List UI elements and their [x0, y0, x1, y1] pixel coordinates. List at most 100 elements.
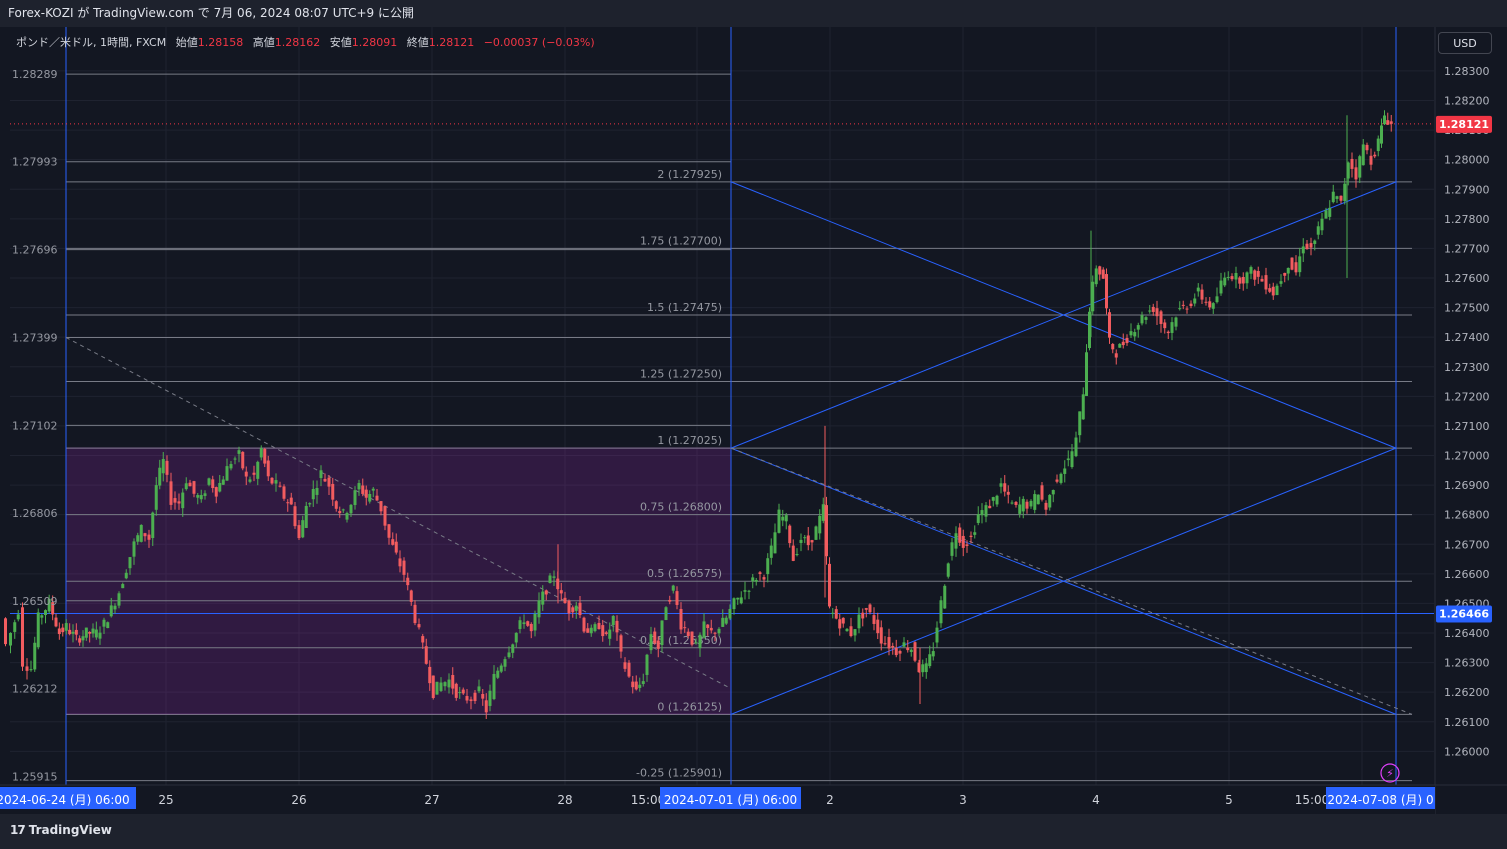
- tradingview-logo[interactable]: 17 TradingView: [10, 823, 112, 837]
- candle-body: [1264, 275, 1268, 290]
- candle-body: [499, 665, 503, 672]
- alert-lightning-icon: [1380, 763, 1400, 783]
- candle-body: [518, 620, 522, 629]
- candle-body: [391, 539, 395, 545]
- candle-body: [917, 662, 921, 673]
- candle-body: [1211, 303, 1215, 309]
- candle-body: [507, 652, 511, 658]
- candle-body: [958, 527, 962, 543]
- candle-body: [319, 470, 323, 479]
- candle-body: [604, 632, 608, 634]
- candle-body: [29, 669, 33, 671]
- candle-body: [1358, 156, 1362, 178]
- candle-body: [1354, 167, 1358, 180]
- candle-body: [1286, 267, 1290, 274]
- candle-body: [597, 622, 601, 630]
- candle-body: [751, 577, 755, 582]
- publish-title: Forex-KOZI が TradingView.com で 7月 06, 20…: [8, 6, 415, 20]
- candle-body: [1313, 240, 1317, 244]
- candle-body: [1078, 411, 1082, 436]
- candle-body: [894, 647, 898, 656]
- candle-body: [361, 485, 365, 494]
- candle-body: [409, 590, 413, 602]
- candle-body: [601, 625, 605, 637]
- candle-body: [747, 590, 751, 592]
- close-label: 終値: [406, 36, 429, 49]
- candle-body: [544, 590, 548, 595]
- candle-body: [1346, 162, 1350, 179]
- candle-body: [1111, 343, 1115, 350]
- candle-body: [762, 577, 766, 580]
- candle-body: [439, 682, 443, 691]
- candle-body: [973, 532, 977, 535]
- candle-body: [1253, 270, 1257, 280]
- candle-body: [1055, 479, 1059, 482]
- crosshair-price-tag: 1.26466: [1439, 607, 1489, 620]
- candle-body: [1040, 485, 1044, 500]
- candle-body: [278, 485, 282, 487]
- left-axis-tick: 1.27399: [12, 331, 58, 344]
- candle-body: [214, 487, 218, 497]
- candle-body: [465, 696, 469, 701]
- candle-body: [1114, 353, 1118, 358]
- candle-body: [1241, 276, 1245, 284]
- candle-body: [965, 544, 969, 546]
- candle-body: [1036, 494, 1040, 505]
- left-axis-tick: 1.28289: [12, 68, 58, 81]
- trend-upper-x-up: [730, 181, 1397, 449]
- candle-body: [999, 483, 1003, 487]
- currency-button[interactable]: USD: [1438, 32, 1492, 54]
- candle-body: [803, 537, 807, 539]
- candle-body: [649, 634, 653, 651]
- candle-body: [615, 620, 619, 633]
- candle-body: [608, 629, 612, 639]
- candle-body: [791, 545, 795, 561]
- candle-body: [645, 654, 649, 675]
- candle-body: [406, 577, 410, 586]
- candle-body: [1290, 257, 1294, 270]
- candle-body: [341, 509, 345, 511]
- candle-body: [828, 563, 831, 607]
- candle-body: [1208, 301, 1212, 308]
- candle-body: [207, 478, 211, 485]
- candle-body: [109, 605, 113, 617]
- candle-body: [421, 636, 425, 643]
- candle-body: [781, 516, 785, 521]
- candle-body: [1256, 270, 1260, 277]
- candle-body: [161, 459, 165, 474]
- fib-level-label: 0.75 (1.26800): [640, 501, 722, 514]
- candle-body: [469, 699, 473, 702]
- candle-body: [1098, 266, 1102, 275]
- candle-body: [1339, 195, 1343, 201]
- candle-body: [522, 622, 526, 625]
- candle-body: [196, 495, 200, 498]
- candle-body: [78, 638, 82, 643]
- candle-body: [1245, 272, 1249, 284]
- candle-body: [248, 479, 252, 482]
- candle-body: [1048, 495, 1052, 508]
- candle-body: [1181, 304, 1185, 306]
- publish-header: Forex-KOZI が TradingView.com で 7月 06, 20…: [0, 0, 1507, 27]
- candle-body: [1361, 144, 1365, 166]
- price-axis-tick: 1.27100: [1444, 420, 1490, 433]
- candle-body: [1223, 277, 1227, 286]
- candle-body: [394, 541, 398, 553]
- candle-body: [244, 471, 248, 477]
- low-value: 1.28091: [351, 36, 398, 49]
- candle-body: [706, 624, 710, 628]
- candle-body: [132, 541, 136, 557]
- candle-body: [845, 628, 849, 632]
- candle-body: [154, 485, 158, 510]
- price-chart[interactable]: 2 (1.27925) 1.75 (1.27700) 1.5 (1.27475) 1.…: [0, 27, 1507, 814]
- candle-body: [656, 640, 660, 649]
- candle-body: [417, 624, 421, 628]
- candle-body: [503, 659, 507, 667]
- candle-body: [1108, 312, 1111, 338]
- candle-body: [1059, 473, 1063, 483]
- candle-body: [879, 627, 883, 644]
- candle-body: [128, 557, 132, 569]
- candle-body: [961, 535, 965, 548]
- candle-body: [887, 637, 891, 649]
- candle-body: [671, 585, 675, 591]
- candle-body: [353, 490, 357, 506]
